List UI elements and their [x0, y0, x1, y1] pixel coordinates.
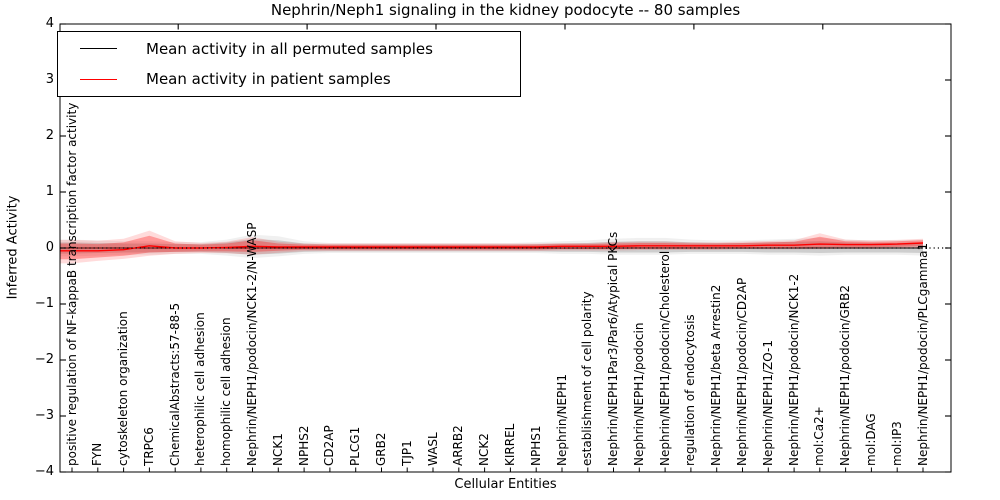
x-tick-label: Nephrin/NEPH1/podocin/PLCgamma1 — [915, 242, 930, 466]
x-tick-label: establishment of cell polarity — [580, 291, 595, 466]
y-tick-label: 1 — [45, 184, 54, 199]
x-tick-label: TRPC6 — [141, 427, 156, 466]
x-tick-label: CD2AP — [322, 425, 337, 466]
x-tick-label: NCK2 — [477, 433, 492, 466]
x-tick-label: mol:DAG — [863, 413, 878, 466]
y-tick-label: 4 — [45, 16, 54, 31]
legend-entry: Mean activity in patient samples — [58, 65, 520, 93]
x-tick-label: cytoskeleton organization — [116, 311, 131, 466]
x-tick-label: Nephrin/NEPH1/podocin/NCK1-2/N-WASP — [245, 222, 259, 466]
x-tick-label: Nephrin/NEPH1/podocin/GRB2 — [838, 285, 853, 466]
y-tick-label: −2 — [34, 352, 54, 367]
x-tick-label: KIRREL — [502, 423, 517, 466]
x-tick-label: mol:Ca2+ — [812, 406, 827, 466]
chart-title: Nephrin/Neph1 signaling in the kidney po… — [270, 1, 741, 19]
x-tick-label: Nephrin/NEPH1/podocin/CD2AP — [735, 277, 749, 466]
y-tick-label: −3 — [34, 408, 54, 423]
x-tick-label: Nephrin/NEPH1/podocin/NCK1-2 — [786, 273, 801, 466]
x-tick-label: ChemicalAbstracts:57-88-5 — [167, 302, 182, 466]
x-tick-label: ARRB2 — [451, 425, 466, 466]
x-tick-label: PLCG1 — [348, 426, 363, 466]
legend: Mean activity in all permuted samples Mea… — [57, 31, 521, 97]
legend-entry-label: Mean activity in patient samples — [146, 70, 391, 89]
x-tick-label: positive regulation of NF-kappaB transcr… — [64, 102, 79, 466]
x-tick-label: regulation of endocytosis — [683, 314, 698, 466]
y-axis-label: Inferred Activity — [5, 195, 21, 300]
x-tick-label: Nephrin/NEPH1/podocin — [631, 322, 646, 466]
x-tick-label: TJP1 — [399, 440, 414, 466]
mean-line — [60, 242, 924, 252]
y-tick-label: 3 — [45, 72, 54, 87]
legend-entry-label: Mean activity in all permuted samples — [146, 39, 433, 58]
y-tick-label: 0 — [45, 240, 54, 255]
x-tick-label: WASL — [425, 432, 440, 466]
x-tick-label: NPHS2 — [296, 425, 311, 467]
x-axis-label: Cellular Entities — [454, 477, 557, 492]
legend-line-sample — [80, 78, 117, 80]
x-tick-label: Nephrin/NEPH1Par3/Par6/Atypical PKCs — [606, 231, 620, 466]
x-tick-label: FYN — [90, 442, 105, 466]
y-tick-label: −4 — [34, 464, 54, 479]
x-tick-label: Nephrin/NEPH1/ZO-1 — [760, 340, 775, 466]
x-tick-label: homophilic cell adhesion — [219, 317, 234, 466]
x-tick-label: NCK1 — [270, 433, 285, 466]
x-tick-label: mol:IP3 — [889, 421, 904, 466]
x-tick-label: GRB2 — [374, 432, 388, 466]
x-tick-label: Nephrin/NEPH1/podocin/Cholesterol — [657, 250, 672, 466]
y-tick-label: −1 — [34, 296, 54, 311]
legend-entry: Mean activity in all permuted samples — [58, 35, 520, 63]
x-tick-label: NPHS1 — [528, 425, 543, 467]
x-tick-label: Nephrin/NEPH1/beta Arrestin2 — [709, 284, 724, 466]
x-tick-label: Nephrin/NEPH1 — [554, 374, 569, 466]
y-tick-label: 2 — [45, 128, 54, 143]
x-tick-label: heterophilic cell adhesion — [193, 312, 208, 466]
legend-line-sample — [80, 48, 117, 50]
